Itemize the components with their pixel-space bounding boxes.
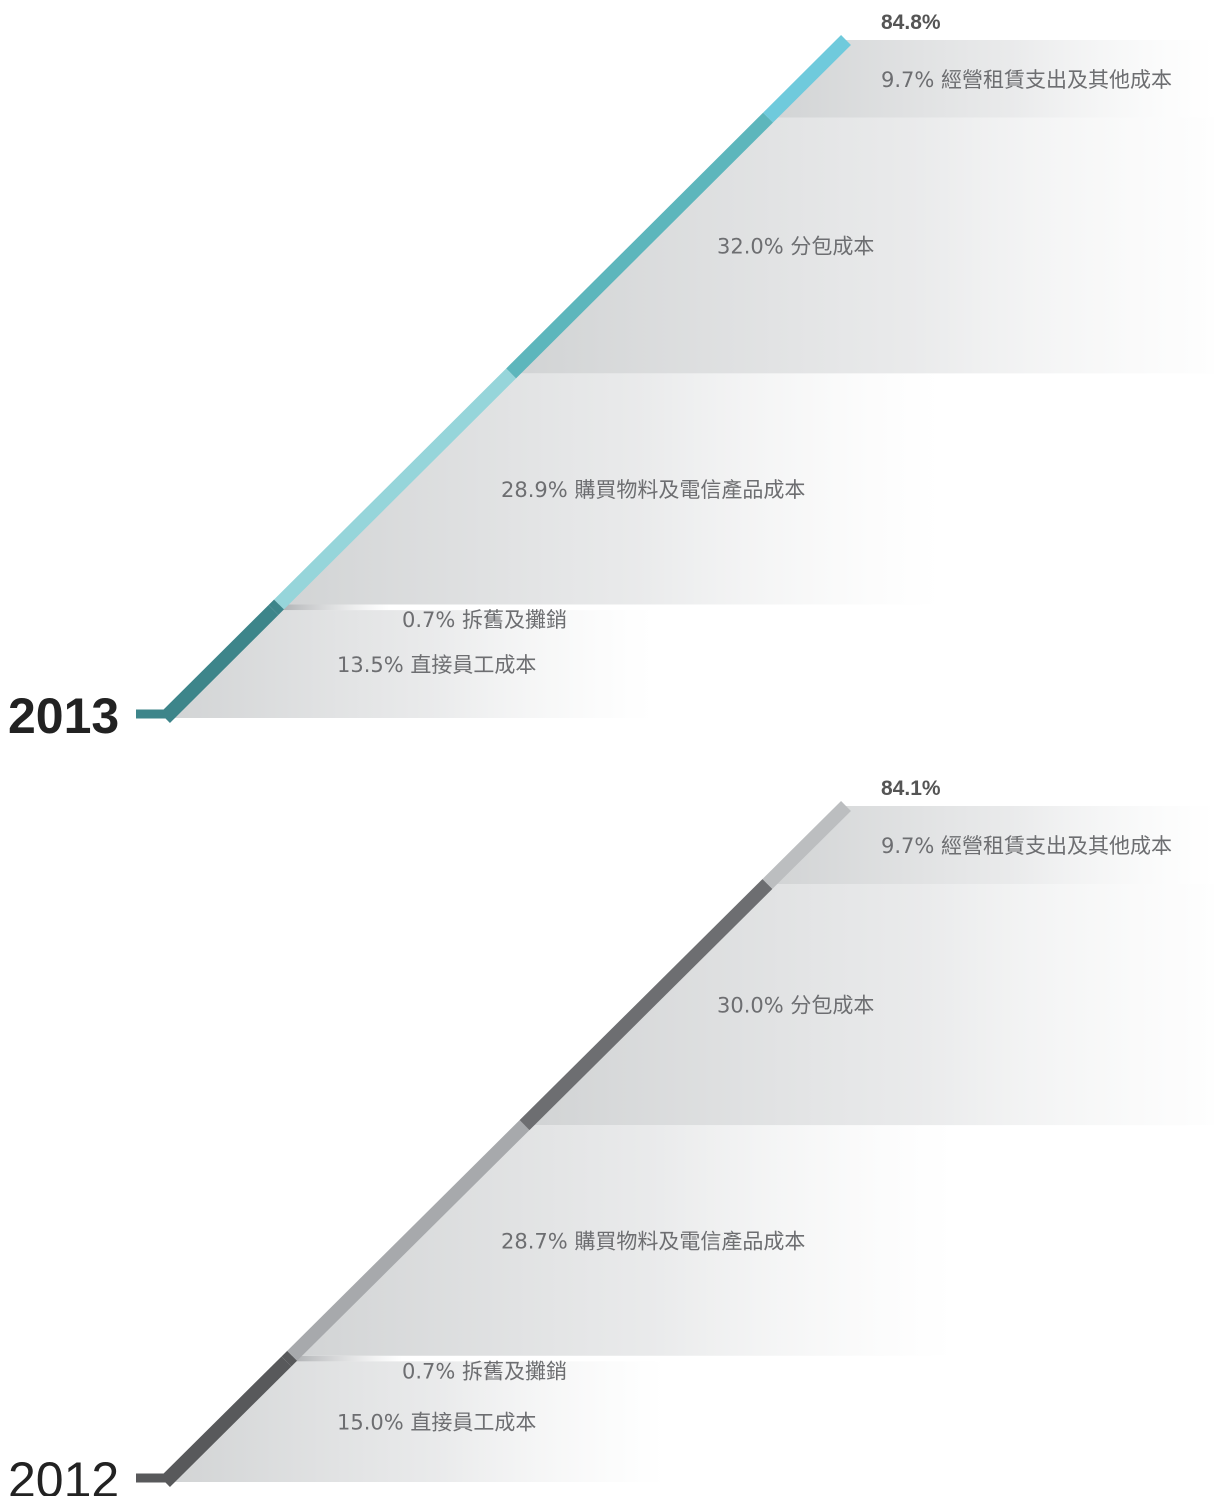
segment-line-4 <box>519 879 773 1131</box>
segment-line-5 <box>762 801 851 889</box>
panel-2013: 13.5% 直接員工成本 0.7% 拆舊及攤銷 28.9% 購買物料及電信產品成本 3… <box>8 11 1214 744</box>
segment-line-3 <box>287 1120 530 1361</box>
segment-band-3 <box>292 1125 955 1356</box>
segment-band-3 <box>279 373 942 605</box>
segment-label-5: 9.7% 經營租賃支出及其他成本 <box>881 68 1172 92</box>
segment-line-1 <box>160 1356 292 1487</box>
segment-band-5 <box>767 806 1214 884</box>
segment-label-3: 28.9% 購買物料及電信產品成本 <box>501 478 805 502</box>
segment-band-2 <box>286 1355 403 1362</box>
segment-band-5 <box>768 40 1214 118</box>
segment-label-1: 13.5% 直接員工成本 <box>337 653 536 677</box>
segment-line-2 <box>268 599 284 616</box>
segment-band-1 <box>165 610 654 718</box>
total-label: 84.8% <box>881 11 941 34</box>
segment-band-1 <box>165 1361 667 1482</box>
total-label: 84.1% <box>881 777 941 800</box>
year-label: 2013 <box>8 688 119 744</box>
segment-label-1: 15.0% 直接員工成本 <box>337 1411 536 1435</box>
segment-label-3: 28.7% 購買物料及電信產品成本 <box>501 1229 805 1253</box>
panel-2012: 15.0% 直接員工成本 0.7% 拆舊及攤銷 28.7% 購買物料及電信產品成本 3… <box>8 777 1214 1496</box>
segment-line-3 <box>274 368 517 610</box>
segment-line-4 <box>506 112 774 379</box>
segment-band-2 <box>273 604 390 611</box>
segment-label-4: 32.0% 分包成本 <box>717 234 874 258</box>
segment-label-4: 30.0% 分包成本 <box>717 994 874 1018</box>
segment-line-5 <box>763 35 851 123</box>
year-label: 2012 <box>8 1452 119 1496</box>
segment-label-2: 0.7% 拆舊及攤銷 <box>402 608 567 632</box>
segment-band-4 <box>524 883 1214 1126</box>
segment-line-1 <box>160 605 279 723</box>
segment-label-2: 0.7% 拆舊及攤銷 <box>402 1359 567 1383</box>
segment-label-5: 9.7% 經營租賃支出及其他成本 <box>881 834 1172 858</box>
segment-band-4 <box>511 117 1214 374</box>
segment-line-2 <box>281 1350 298 1367</box>
